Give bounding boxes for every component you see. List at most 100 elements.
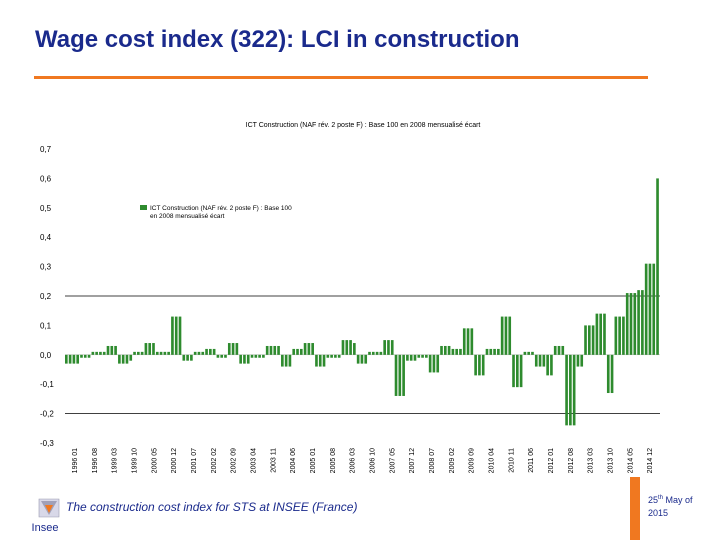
legend-label-line-2: en 2008 mensualisé écart [150, 213, 225, 220]
bar-chart: ICT Construction (NAF rév. 2 poste F) : … [40, 122, 660, 473]
bar [231, 343, 235, 355]
bar [489, 348, 493, 355]
bar [216, 354, 220, 358]
legend-label-line-1: ICT Construction (NAF rév. 2 poste F) : … [150, 205, 292, 212]
bar [371, 351, 375, 355]
bar [603, 313, 606, 355]
bar [610, 354, 614, 394]
bar [587, 325, 591, 355]
bar [364, 354, 368, 364]
bar [318, 354, 322, 367]
x-tick-label: 2010 04 [488, 448, 495, 473]
bar [144, 343, 148, 355]
bar [197, 351, 201, 355]
bar [167, 351, 170, 355]
x-tick-label: 2013 03 [588, 448, 595, 473]
bar [553, 345, 557, 355]
chart-legend: ICT Construction (NAF rév. 2 poste F) : … [140, 205, 294, 220]
legend-label: ICT Construction (NAF rév. 2 poste F) : … [150, 205, 294, 220]
bar [500, 316, 504, 355]
bar [656, 178, 659, 355]
bar [383, 340, 386, 355]
bar [652, 263, 656, 355]
bar [91, 351, 95, 355]
bar [531, 351, 534, 355]
bar [265, 345, 269, 355]
x-tick-label: 2002 09 [231, 448, 238, 473]
bar [186, 354, 189, 361]
bar [303, 343, 307, 355]
bar [576, 354, 580, 367]
x-axis: 1996 01 1996 08 1999 03 1999 10 2000 05 2000 … [72, 448, 654, 473]
bar [379, 351, 383, 355]
bar [402, 354, 405, 396]
bar [80, 354, 83, 358]
bar [595, 313, 599, 355]
bar [625, 293, 629, 355]
x-tick-label: 1999 10 [131, 448, 138, 473]
bar [243, 354, 246, 364]
bar [224, 354, 227, 358]
bar [102, 351, 106, 355]
bar [269, 345, 273, 355]
x-tick-label: 2006 10 [369, 448, 376, 473]
bar [622, 316, 625, 355]
bar [121, 354, 125, 364]
x-tick-label: 2002 02 [211, 448, 218, 473]
bar [288, 354, 292, 367]
bar [337, 354, 341, 358]
bar [523, 351, 527, 355]
bar [447, 345, 451, 355]
bar [250, 354, 254, 358]
bar [413, 354, 417, 361]
bar [497, 348, 500, 355]
bar [440, 345, 443, 355]
bar [606, 354, 610, 394]
y-axis: 0,7 0,6 0,5 0,4 0,3 0,2 0,1 0,0 -0,1 -0,2 -0,3 [40, 145, 54, 448]
bar [428, 354, 432, 373]
bar [106, 345, 110, 355]
bar [140, 351, 144, 355]
bar [330, 354, 333, 358]
bar [648, 263, 652, 355]
y-tick-label: 0,4 [40, 233, 52, 242]
bar [292, 348, 296, 355]
bar [190, 354, 193, 361]
bar [353, 343, 356, 355]
bar [193, 351, 197, 355]
bar [394, 354, 398, 396]
bar [550, 354, 553, 376]
bar [220, 354, 224, 358]
y-tick-label: -0,3 [40, 439, 54, 448]
page-title: Wage cost index (322): LCI in constructi… [35, 26, 520, 53]
bar [527, 351, 531, 355]
bar [542, 354, 546, 367]
bar [209, 348, 212, 355]
bar [462, 328, 466, 355]
bar [417, 354, 421, 358]
y-tick-label: 0,2 [40, 292, 52, 301]
bar [95, 351, 98, 355]
x-tick-label: 2009 02 [449, 448, 456, 473]
bar [235, 343, 239, 355]
x-tick-label: 2014 12 [647, 448, 654, 473]
bar [618, 316, 621, 355]
footer-date-year: 2015 [648, 508, 669, 518]
bar [375, 351, 379, 355]
bar [315, 354, 318, 367]
x-tick-label: 2005 01 [310, 448, 317, 473]
bar [409, 354, 413, 361]
bar [171, 316, 174, 355]
bar [334, 354, 337, 358]
bar [406, 354, 409, 361]
bar [515, 354, 519, 388]
bar [580, 354, 584, 367]
bar [227, 343, 231, 355]
bar [474, 354, 477, 376]
bar [296, 348, 299, 355]
bar [512, 354, 515, 388]
bar [246, 354, 250, 364]
bar [641, 290, 644, 355]
bar [466, 328, 470, 355]
bar [443, 345, 447, 355]
